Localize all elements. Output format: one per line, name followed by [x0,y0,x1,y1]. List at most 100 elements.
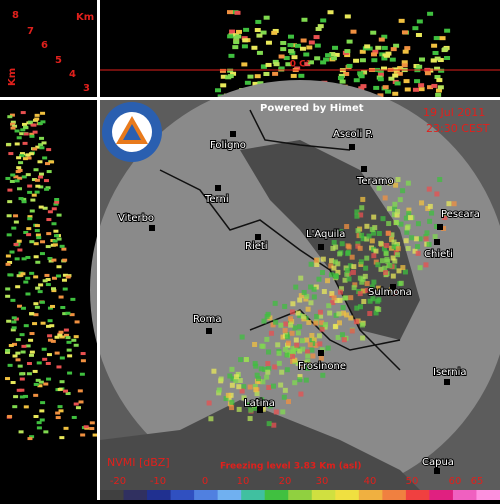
echo-cell [325,278,331,284]
echo-cell [304,349,310,355]
echo-cell [8,273,14,277]
echo-cell [13,395,19,399]
echo-cell [332,259,338,265]
city-label: Isernia [433,367,467,378]
echo-cell [364,236,370,242]
echo-cell [228,53,235,58]
city-label: Frosinone [298,361,346,372]
echo-cell [403,238,409,244]
echo-cell [350,29,357,34]
echo-cell [435,92,442,97]
city-label: Roma [193,314,222,325]
echo-cell [51,222,57,226]
echo-cell [366,46,373,51]
echo-cell [25,292,31,296]
echo-cell [433,223,439,229]
echo-cell [21,175,27,179]
echo-cell [237,377,243,383]
city-marker [444,379,450,385]
echo-cell [337,297,343,303]
echo-cell [395,252,401,258]
scale-swatch [217,490,242,500]
echo-cell [342,295,348,301]
echo-cell [59,335,65,339]
echo-cell [415,221,421,227]
echo-cell [298,391,304,397]
scale-swatch [241,490,266,500]
echo-cell [13,242,19,246]
echo-cell [15,338,21,342]
echo-cell [291,43,298,48]
echo-cell [343,71,350,76]
echo-cell [62,312,68,316]
cities: Foligno Ascoli P. Teramo Terni Pescara V… [117,128,481,474]
scale-swatch [405,490,430,500]
echo-cell [229,405,235,411]
echo-cell [32,147,38,151]
echo-cell [378,266,384,272]
echo-cell [239,388,245,394]
echo-cell [308,40,315,45]
echo-cell [230,71,237,76]
echo-cell [314,262,320,268]
echo-cell [35,145,41,149]
echo-cell [278,54,285,59]
echo-cell [304,293,310,299]
echo-cell [241,395,247,401]
echo-cell [253,363,259,369]
echo-cell [10,381,16,385]
echo-cell [360,196,366,202]
echo-cell [26,227,32,231]
echo-cell [357,275,363,281]
echo-cell [70,297,76,301]
echo-cell [385,230,391,236]
echo-cell [361,298,367,304]
echo-cell [5,294,11,298]
echo-cell [30,198,36,202]
echo-cell [34,178,40,182]
echo-cell [15,351,21,355]
scale-swatch [264,490,289,500]
echo-cell [10,328,16,332]
echo-cell [19,388,25,392]
echo-cell [409,235,415,241]
echo-cell [439,36,446,41]
echo-cell [57,405,63,409]
echo-cell [10,298,16,302]
echo-cell [53,202,59,206]
logo [102,102,162,162]
echo-cell [243,357,249,363]
echo-cell [349,328,355,334]
echo-cell [427,203,433,209]
echo-cell [275,342,281,348]
echo-cell [80,433,86,437]
echo-cell [383,251,389,257]
echo-cell [358,261,364,267]
echo-cell [29,332,35,336]
echo-cell [89,421,95,425]
echo-cell [300,38,307,43]
echo-cell [19,152,25,156]
echo-cell [376,185,382,191]
echo-cell [307,342,313,348]
echo-cell [80,352,86,356]
echo-cell [43,382,49,386]
echo-cell [46,353,52,357]
echo-cell [401,60,408,65]
echo-cell [47,256,53,260]
echo-cell [314,43,321,48]
echo-cell [311,294,317,300]
echo-cell [379,289,385,295]
echo-cell [16,388,22,392]
echo-cell [58,295,64,299]
echo-cell [419,57,426,62]
echo-cell [8,344,14,348]
echo-cell [80,359,86,363]
echo-cell [34,113,40,117]
echo-cell [229,399,235,405]
echo-cell [71,338,77,342]
echo-cell [236,29,243,34]
echo-cell [384,242,390,248]
echo-cell [20,128,26,132]
echo-cell [17,364,23,368]
